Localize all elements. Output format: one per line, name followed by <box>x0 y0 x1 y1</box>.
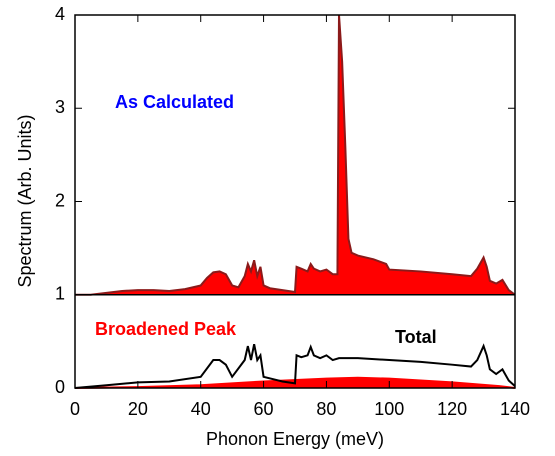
x-tick-label: 80 <box>316 399 336 419</box>
series-line <box>74 343 516 389</box>
x-tick-label: 0 <box>70 399 80 419</box>
x-tick-label: 120 <box>437 399 467 419</box>
y-tick-label: 2 <box>55 190 65 210</box>
y-tick-label: 0 <box>55 377 65 397</box>
y-tick-label: 4 <box>55 4 65 24</box>
x-tick-label: 100 <box>374 399 404 419</box>
x-tick-label: 60 <box>254 399 274 419</box>
series-line <box>74 376 516 389</box>
x-tick-label: 20 <box>128 399 148 419</box>
x-tick-label: 140 <box>500 399 530 419</box>
y-tick-label: 1 <box>55 284 65 304</box>
y-axis-label: Spectrum (Arb. Units) <box>15 114 35 287</box>
series-label: Broadened Peak <box>95 319 237 339</box>
series-label: Total <box>395 327 437 347</box>
series-area <box>75 15 515 295</box>
series-line <box>75 14 516 296</box>
y-tick-label: 3 <box>55 97 65 117</box>
series-label: As Calculated <box>115 92 234 112</box>
x-axis-label: Phonon Energy (meV) <box>206 429 384 449</box>
x-tick-label: 40 <box>191 399 211 419</box>
